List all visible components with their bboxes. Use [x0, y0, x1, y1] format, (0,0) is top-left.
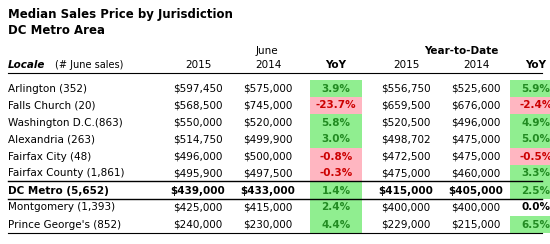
- Text: $405,000: $405,000: [449, 185, 503, 195]
- Bar: [510, 131, 550, 148]
- Text: $240,000: $240,000: [173, 220, 223, 230]
- Text: -0.3%: -0.3%: [320, 169, 353, 179]
- Bar: [310, 216, 362, 233]
- Text: Median Sales Price by Jurisdiction: Median Sales Price by Jurisdiction: [8, 8, 233, 21]
- Text: $400,000: $400,000: [382, 203, 431, 213]
- Text: $475,000: $475,000: [381, 169, 431, 179]
- Text: $496,000: $496,000: [173, 152, 223, 162]
- Bar: [310, 182, 362, 199]
- Text: Falls Church (20): Falls Church (20): [8, 101, 96, 111]
- Text: YoY: YoY: [326, 60, 346, 70]
- Bar: [510, 216, 550, 233]
- Text: (# June sales): (# June sales): [55, 60, 123, 70]
- Text: 4.9%: 4.9%: [521, 118, 550, 128]
- Text: $472,500: $472,500: [381, 152, 431, 162]
- Text: $460,000: $460,000: [452, 169, 500, 179]
- Text: 2.5%: 2.5%: [521, 185, 550, 195]
- Text: 3.0%: 3.0%: [322, 134, 350, 144]
- Text: -0.8%: -0.8%: [320, 152, 353, 162]
- Text: $575,000: $575,000: [243, 83, 293, 93]
- Text: $550,000: $550,000: [173, 118, 223, 128]
- Text: $495,900: $495,900: [173, 169, 223, 179]
- Bar: [510, 165, 550, 182]
- Text: $415,000: $415,000: [378, 185, 433, 195]
- Text: -0.5%: -0.5%: [519, 152, 550, 162]
- Text: 3.3%: 3.3%: [521, 169, 550, 179]
- Text: $520,000: $520,000: [243, 118, 293, 128]
- Bar: [310, 148, 362, 165]
- Text: 0.0%: 0.0%: [521, 203, 550, 213]
- Text: $497,500: $497,500: [243, 169, 293, 179]
- Text: $439,000: $439,000: [170, 185, 226, 195]
- Bar: [510, 182, 550, 199]
- Text: $415,000: $415,000: [243, 203, 293, 213]
- Text: -23.7%: -23.7%: [316, 101, 356, 111]
- Text: $498,702: $498,702: [381, 134, 431, 144]
- Text: DC Metro Area: DC Metro Area: [8, 24, 105, 37]
- Text: $229,000: $229,000: [381, 220, 431, 230]
- Bar: [510, 97, 550, 114]
- Text: 6.5%: 6.5%: [521, 220, 550, 230]
- Text: Washington D.C.(863): Washington D.C.(863): [8, 118, 123, 128]
- Text: $676,000: $676,000: [452, 101, 500, 111]
- Text: 5.9%: 5.9%: [521, 83, 550, 93]
- Bar: [510, 148, 550, 165]
- Text: 3.9%: 3.9%: [322, 83, 350, 93]
- Text: 2015: 2015: [185, 60, 211, 70]
- Text: -2.4%: -2.4%: [519, 101, 550, 111]
- Text: 1.4%: 1.4%: [321, 185, 350, 195]
- Text: 4.4%: 4.4%: [321, 220, 351, 230]
- Text: Alexandria (263): Alexandria (263): [8, 134, 95, 144]
- Text: $500,000: $500,000: [244, 152, 293, 162]
- Text: Prince George's (852): Prince George's (852): [8, 220, 121, 230]
- Text: $745,000: $745,000: [243, 101, 293, 111]
- Bar: [310, 80, 362, 97]
- Text: Fairfax City (48): Fairfax City (48): [8, 152, 91, 162]
- Bar: [510, 114, 550, 131]
- Bar: [310, 199, 362, 216]
- Bar: [510, 80, 550, 97]
- Text: June: June: [256, 46, 278, 56]
- Text: 2015: 2015: [393, 60, 419, 70]
- Bar: [310, 114, 362, 131]
- Text: $475,000: $475,000: [452, 134, 500, 144]
- Text: $475,000: $475,000: [452, 152, 500, 162]
- Text: $230,000: $230,000: [243, 220, 293, 230]
- Text: Fairfax County (1,861): Fairfax County (1,861): [8, 169, 124, 179]
- Text: $568,500: $568,500: [173, 101, 223, 111]
- Text: $525,600: $525,600: [451, 83, 501, 93]
- Text: DC Metro (5,652): DC Metro (5,652): [8, 185, 109, 195]
- Text: $215,000: $215,000: [452, 220, 500, 230]
- Text: $433,000: $433,000: [240, 185, 295, 195]
- Text: Montgomery (1,393): Montgomery (1,393): [8, 203, 115, 213]
- Text: $556,750: $556,750: [381, 83, 431, 93]
- Text: Year-to-Date: Year-to-Date: [424, 46, 498, 56]
- Bar: [310, 131, 362, 148]
- Text: 5.8%: 5.8%: [322, 118, 350, 128]
- Text: $514,750: $514,750: [173, 134, 223, 144]
- Text: $400,000: $400,000: [452, 203, 500, 213]
- Text: $659,500: $659,500: [381, 101, 431, 111]
- Text: $496,000: $496,000: [452, 118, 500, 128]
- Text: 5.0%: 5.0%: [521, 134, 550, 144]
- Text: 2014: 2014: [463, 60, 489, 70]
- Bar: [310, 97, 362, 114]
- Bar: [310, 165, 362, 182]
- Text: Arlington (352): Arlington (352): [8, 83, 87, 93]
- Text: Locale: Locale: [8, 60, 45, 70]
- Text: $597,450: $597,450: [173, 83, 223, 93]
- Text: 2.4%: 2.4%: [321, 203, 350, 213]
- Text: 2014: 2014: [255, 60, 281, 70]
- Text: $499,900: $499,900: [243, 134, 293, 144]
- Text: $520,500: $520,500: [381, 118, 431, 128]
- Text: YoY: YoY: [525, 60, 547, 70]
- Text: $425,000: $425,000: [173, 203, 223, 213]
